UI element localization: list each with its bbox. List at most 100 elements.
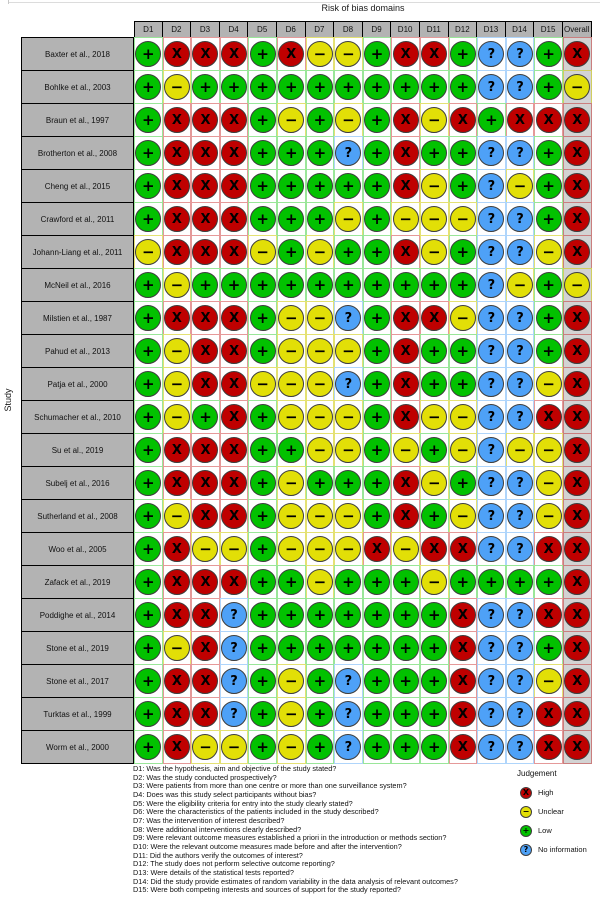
- judgement-circle-unclear: −: [249, 371, 276, 397]
- judgement-cell: ?: [477, 466, 506, 500]
- judgement-cell: −: [391, 202, 420, 236]
- judgement-circle-low: +: [278, 272, 305, 298]
- judgement-cell: +: [534, 301, 563, 335]
- judgement-cell: +: [276, 169, 306, 203]
- judgement-cell: X: [219, 169, 249, 203]
- judgement-cell: −: [419, 103, 449, 137]
- judgement-circle-no-information: ?: [507, 206, 534, 232]
- judgement-cell: X: [419, 532, 449, 566]
- study-label: Woo et al., 2005: [21, 532, 134, 566]
- judgement-cell: X: [191, 598, 220, 632]
- judgement-circle-no-information: ?: [335, 140, 362, 166]
- judgement-circle-low: +: [364, 140, 391, 166]
- judgement-cell: −: [134, 235, 163, 269]
- judgement-circle-low: +: [478, 569, 505, 595]
- footnote-line: D1: Was the hypothesis, aim and objectiv…: [133, 764, 337, 773]
- judgement-circle-high: X: [221, 371, 248, 397]
- legend-item-unclear: − Unclear: [520, 802, 587, 821]
- judgement-circle-high: X: [535, 701, 562, 727]
- judgement-circle-unclear: −: [335, 338, 362, 364]
- study-label: Subelj et al., 2016: [21, 466, 134, 500]
- judgement-circle-low: +: [364, 41, 391, 67]
- judgement-cell: ?: [477, 499, 506, 533]
- judgement-cell: +: [419, 136, 449, 170]
- judgement-circle-low: +: [364, 404, 391, 430]
- study-label: Pahud et al., 2013: [21, 334, 134, 368]
- judgement-circle-unclear: −: [306, 371, 333, 397]
- judgement-cell: +: [276, 136, 306, 170]
- judgement-cell: −: [334, 202, 363, 236]
- judgement-circle-high: X: [192, 239, 219, 265]
- judgement-circle-low: +: [535, 74, 562, 100]
- judgement-circle-low: +: [364, 206, 391, 232]
- judgement-circle-low: +: [449, 173, 476, 199]
- judgement-circle-no-information: ?: [507, 635, 534, 661]
- judgement-cell: −: [534, 466, 563, 500]
- judgement-cell: ?: [477, 532, 506, 566]
- judgement-cell: −: [162, 268, 192, 302]
- judgement-cell: +: [248, 301, 277, 335]
- judgement-cell: X: [162, 37, 192, 71]
- judgement-circle-unclear: −: [421, 404, 448, 430]
- study-label: Cheng et al., 2015: [21, 169, 134, 203]
- judgement-cell: −: [219, 532, 249, 566]
- judgement-cell: X: [391, 37, 420, 71]
- judgement-circle-no-information: ?: [335, 734, 362, 760]
- judgement-cell: X: [391, 499, 420, 533]
- domain-header-d8: D8: [334, 21, 363, 38]
- judgement-cell: +: [419, 631, 449, 665]
- judgement-cell: X: [562, 136, 592, 170]
- judgement-cell: X: [562, 37, 592, 71]
- judgement-cell: −: [419, 400, 449, 434]
- judgement-cell: −: [276, 334, 306, 368]
- judgement-circle-low: +: [135, 470, 162, 496]
- judgement-cell: ?: [477, 37, 506, 71]
- judgement-circle-low: +: [535, 569, 562, 595]
- judgement-circle-unclear: −: [306, 41, 333, 67]
- judgement-cell: +: [276, 433, 306, 467]
- judgement-cell: +: [477, 103, 506, 137]
- judgement-circle-high: X: [192, 503, 219, 529]
- judgement-circle-high: X: [392, 470, 419, 496]
- judgement-cell: ?: [477, 301, 506, 335]
- judgement-cell: X: [219, 136, 249, 170]
- judgement-cell: ?: [505, 466, 535, 500]
- judgement-circle-high: X: [163, 239, 190, 265]
- judgement-cell: ?: [505, 532, 535, 566]
- judgement-circle-unclear: −: [278, 503, 305, 529]
- study-row: Zafack et al., 2019 + X X X + + − + + + − + + + + X: [21, 565, 592, 599]
- judgement-cell: +: [362, 235, 392, 269]
- judgement-cell: −: [248, 367, 277, 401]
- judgement-cell: −: [448, 433, 478, 467]
- study-row: Turktas et al., 1999 + X X? + − +? + + + X?? X X: [21, 697, 592, 731]
- judgement-circle-no-information: ?: [507, 404, 534, 430]
- judgement-circle-low: +: [249, 635, 276, 661]
- judgement-circle-high: X: [278, 41, 305, 67]
- judgement-circle-high: X: [392, 503, 419, 529]
- judgement-circle-high: X: [421, 305, 448, 331]
- judgement-circle-high: X: [564, 206, 591, 232]
- judgement-circle-unclear: −: [278, 734, 305, 760]
- judgement-cell: X: [162, 136, 192, 170]
- study-row: Johann-Liang et al., 2011− X X X − + − + + X − +?? −…: [21, 235, 592, 269]
- judgement-circle-high: X: [392, 107, 419, 133]
- footnote-line: D9: Were relevant outcome measures estab…: [133, 833, 447, 843]
- judgement-cell: ?: [477, 136, 506, 170]
- judgement-cell: −: [448, 202, 478, 236]
- judgement-cell: X: [191, 169, 220, 203]
- judgement-circle-unclear: −: [335, 41, 362, 67]
- judgement-circle-high: X: [535, 734, 562, 760]
- judgement-cell: +: [362, 466, 392, 500]
- judgement-circle-low: +: [135, 74, 162, 100]
- judgement-cell: +: [134, 70, 163, 104]
- judgement-cell: +: [248, 433, 277, 467]
- judgement-circle-high: X: [564, 602, 591, 628]
- judgement-cell: X: [219, 565, 249, 599]
- judgement-circle-no-information: ?: [507, 41, 534, 67]
- judgement-circle-no-information: ?: [221, 701, 248, 727]
- judgement-cell: X: [391, 301, 420, 335]
- judgement-cell: +: [448, 367, 478, 401]
- judgement-cell: X: [219, 466, 249, 500]
- judgement-circle-low: +: [535, 173, 562, 199]
- judgement-circle-low: +: [364, 437, 391, 463]
